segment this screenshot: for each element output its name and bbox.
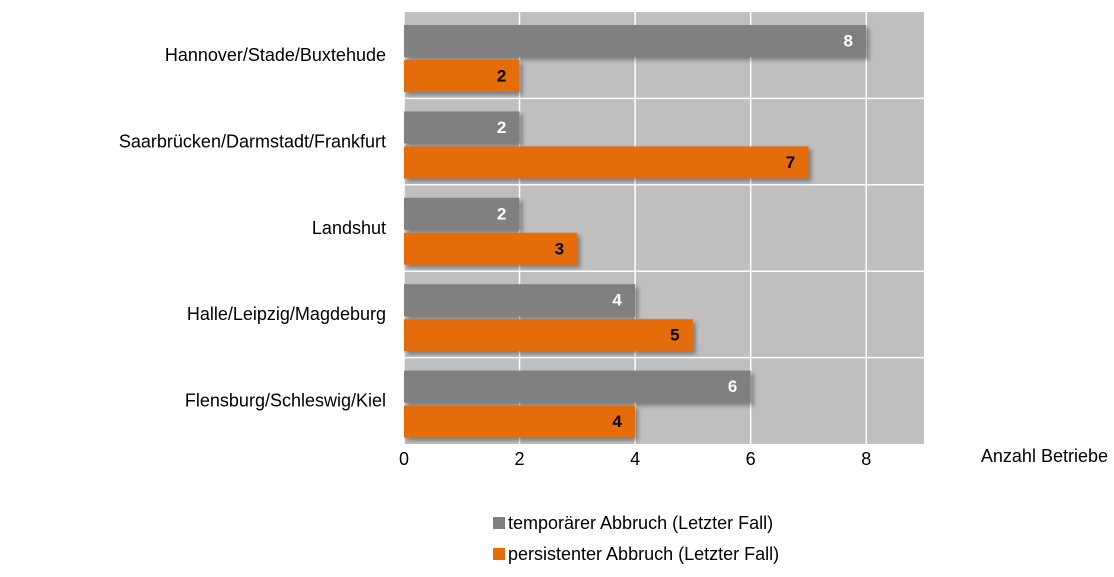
bar — [404, 370, 751, 403]
y-tick-label: Hannover/Stade/Buxtehude — [165, 45, 386, 65]
legend-label: temporärer Abbruch (Letzter Fall) — [508, 513, 773, 533]
x-axis-title: Anzahl Betriebe — [981, 446, 1108, 466]
value-label: 2 — [497, 66, 506, 85]
y-tick-label: Saarbrücken/Darmstadt/Frankfurt — [119, 131, 386, 151]
bar — [404, 197, 520, 230]
value-label: 2 — [497, 204, 506, 223]
value-label: 2 — [497, 118, 506, 137]
value-label: 5 — [670, 326, 679, 345]
x-tick-label: 0 — [399, 449, 409, 469]
y-tick-label: Landshut — [312, 218, 386, 238]
bar — [404, 232, 578, 265]
y-tick-label: Flensburg/Schleswig/Kiel — [185, 391, 386, 411]
bar — [404, 405, 636, 438]
legend-swatch — [493, 548, 505, 560]
value-label: 4 — [612, 291, 622, 310]
x-tick-label: 4 — [630, 449, 640, 469]
value-label: 8 — [843, 31, 852, 50]
value-label: 4 — [612, 412, 622, 431]
legend-swatch — [493, 517, 505, 529]
legend-label: persistenter Abbruch (Letzter Fall) — [508, 544, 779, 564]
value-label: 6 — [728, 377, 737, 396]
value-label: 7 — [786, 153, 795, 172]
x-tick-label: 2 — [515, 449, 525, 469]
bar — [404, 319, 693, 352]
value-label: 3 — [555, 239, 564, 258]
bar — [404, 25, 867, 57]
bar — [404, 284, 636, 317]
bar — [404, 146, 809, 179]
x-tick-label: 6 — [746, 449, 756, 469]
bar — [404, 60, 520, 92]
x-tick-label: 8 — [861, 449, 871, 469]
y-tick-label: Halle/Leipzig/Magdeburg — [187, 304, 386, 324]
bar — [404, 111, 520, 144]
